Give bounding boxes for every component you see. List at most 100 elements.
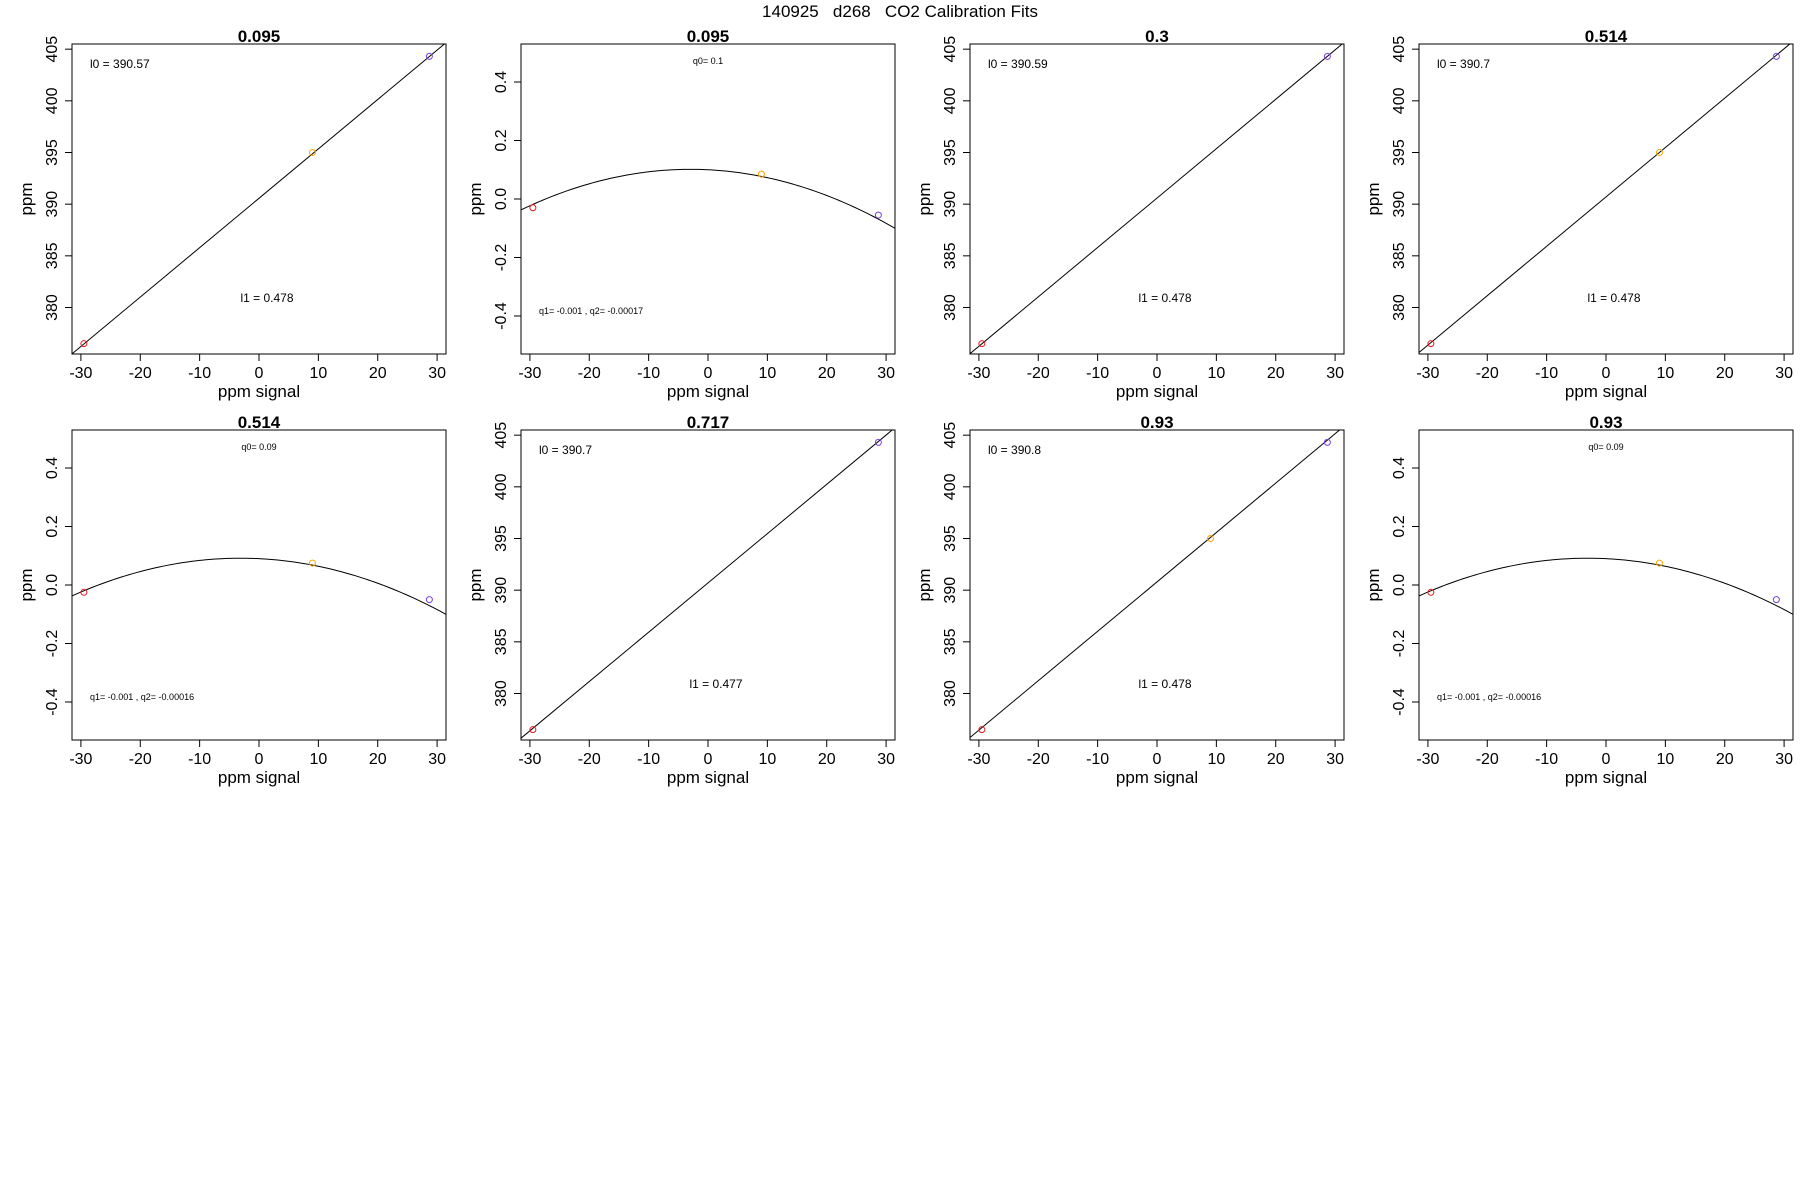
plot-title: 0.095: [238, 27, 281, 46]
data-point-2: [757, 170, 765, 178]
x-axis-label: ppm signal: [1565, 382, 1647, 401]
x-tick-label: 10: [309, 365, 327, 382]
x-tick-label: 0: [704, 365, 713, 382]
x-tick-label: 10: [1656, 751, 1674, 768]
x-tick-label: -20: [1027, 751, 1050, 768]
y-tick-label: 380: [493, 680, 510, 707]
x-tick-label: -30: [69, 365, 92, 382]
plot-title: 0.93: [1140, 413, 1173, 432]
x-tick-label: 30: [1326, 751, 1344, 768]
data-point-1: [80, 588, 88, 596]
annotation-q1-q2: q1= -0.001 , q2= -0.00017: [539, 306, 643, 316]
y-tick-label: -0.4: [44, 688, 61, 716]
annotation-l0: l0 = 390.59: [988, 57, 1048, 71]
x-axis: -30 -20 -10 0 10 20 30: [518, 739, 895, 768]
y-tick-label: 390: [1391, 191, 1408, 218]
annotation-l1: l1 = 0.478: [1138, 291, 1191, 305]
annotation-q1-q2: q1= -0.001 , q2= -0.00016: [1437, 692, 1541, 702]
x-tick-label: 20: [1267, 365, 1285, 382]
x-tick-label: 30: [428, 751, 446, 768]
x-tick-label: -20: [129, 365, 152, 382]
y-tick-label: 400: [493, 473, 510, 500]
y-axis: -0.4 -0.2 0.0 0.2 0.4: [44, 457, 73, 716]
data-point-2: [308, 149, 316, 156]
y-tick-label: 380: [942, 680, 959, 707]
annotation-q0: q0= 0.09: [1588, 442, 1623, 452]
x-tick-label: -20: [1476, 751, 1499, 768]
y-tick-label: 400: [942, 87, 959, 114]
x-axis: -30 -20 -10 0 10 20 30: [69, 353, 446, 382]
y-tick-label: 385: [1391, 242, 1408, 269]
x-tick-label: -10: [1535, 365, 1558, 382]
x-tick-label: 10: [1207, 751, 1225, 768]
fit-line: [72, 44, 446, 354]
x-tick-label: -10: [637, 751, 660, 768]
plot-title: 0.514: [238, 413, 281, 432]
data-point-3: [1323, 438, 1331, 446]
y-tick-label: 0.2: [1391, 515, 1408, 537]
y-tick-label: 400: [1391, 87, 1408, 114]
y-tick-label: 0.0: [1391, 574, 1408, 596]
y-axis: 380 385 390 395 400 405: [44, 36, 73, 321]
x-tick-label: -30: [518, 751, 541, 768]
x-tick-label: 30: [877, 751, 895, 768]
y-tick-label: 390: [44, 191, 61, 218]
x-tick-label: 0: [1602, 365, 1611, 382]
x-tick-label: 30: [877, 365, 895, 382]
y-axis: 380 385 390 395 400 405: [942, 422, 971, 707]
y-axis: -0.4 -0.2 0.0 0.2 0.4: [493, 71, 522, 330]
x-tick-label: 10: [309, 751, 327, 768]
y-tick-label: 0.4: [44, 457, 61, 479]
plot-panel-1: 0.095 -30 -20 -10 0 10 20 30 ppm signal 380 385 390…: [17, 27, 447, 401]
y-tick-label: 0.0: [44, 574, 61, 596]
y-axis: -0.4 -0.2 0.0 0.2 0.4: [1391, 457, 1420, 716]
fit-curve: [1419, 557, 1793, 615]
data-point-1: [978, 726, 986, 734]
y-tick-label: 405: [44, 36, 61, 63]
figure-title: 140925 d268 CO2 Calibration Fits: [762, 2, 1038, 21]
x-tick-label: -10: [188, 365, 211, 382]
data-point-1: [80, 340, 88, 348]
x-tick-label: 20: [369, 751, 387, 768]
annotation-l1: l1 = 0.478: [1587, 291, 1640, 305]
fit-line: [1419, 44, 1791, 353]
plot-title: 0.717: [687, 413, 730, 432]
plot-panel-2: 0.095 -30 -20 -10 0 10 20 30 ppm signal -0.4 -0.2 0…: [466, 27, 896, 401]
y-tick-label: 0.2: [493, 129, 510, 151]
annotation-l0: l0 = 390.57: [90, 57, 150, 71]
data-point-1: [1427, 588, 1435, 596]
y-tick-label: 390: [942, 191, 959, 218]
data-point-2: [1323, 52, 1331, 60]
x-tick-label: 20: [1267, 751, 1285, 768]
x-tick-label: -20: [1027, 365, 1050, 382]
x-tick-label: 0: [704, 751, 713, 768]
y-tick-label: 380: [44, 294, 61, 321]
fit-curve: [521, 168, 895, 229]
plot-frame: [520, 429, 896, 741]
x-tick-label: -30: [69, 751, 92, 768]
y-tick-label: -0.4: [1391, 688, 1408, 716]
x-tick-label: -10: [1086, 751, 1109, 768]
fit-line: [521, 430, 893, 739]
x-tick-label: -30: [1416, 365, 1439, 382]
data-point-3: [1772, 596, 1780, 604]
y-axis-label: ppm: [466, 568, 485, 601]
x-tick-label: 0: [255, 365, 264, 382]
data-point-3: [1772, 52, 1780, 60]
x-axis: -30 -20 -10 0 10 20 30: [967, 739, 1344, 768]
annotation-l1: l1 = 0.477: [689, 677, 742, 691]
data-point-3: [874, 211, 882, 219]
x-axis-label: ppm signal: [218, 768, 300, 787]
y-tick-label: 405: [1391, 36, 1408, 63]
y-axis-label: ppm: [17, 182, 36, 215]
annotation-q0: q0= 0.1: [693, 56, 723, 66]
x-tick-label: 10: [758, 365, 776, 382]
plot-frame: [969, 429, 1345, 741]
y-tick-label: 405: [942, 36, 959, 63]
data-point-3: [425, 52, 433, 60]
y-tick-label: 380: [942, 294, 959, 321]
x-tick-label: 20: [818, 751, 836, 768]
y-tick-label: 0.2: [44, 515, 61, 537]
